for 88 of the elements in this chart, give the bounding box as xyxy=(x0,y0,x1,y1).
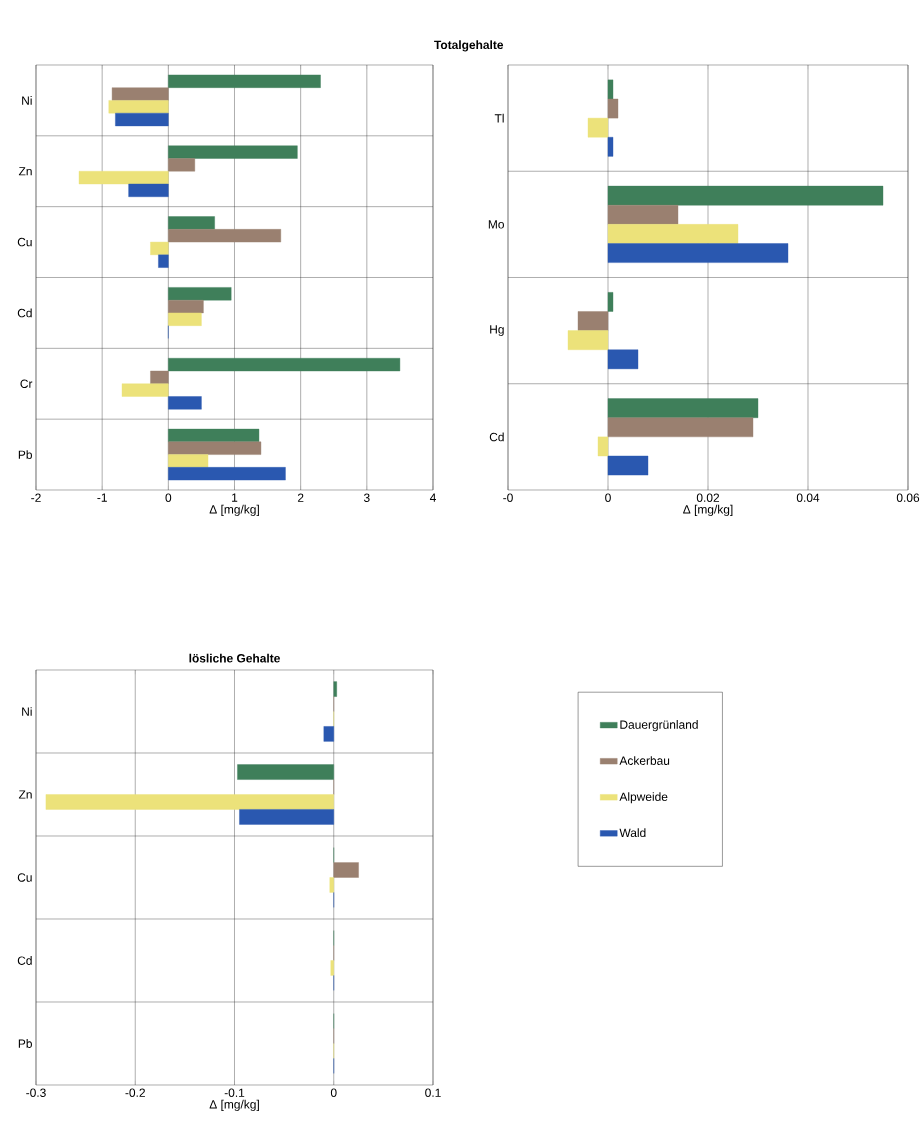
bar xyxy=(168,428,260,443)
bar xyxy=(158,254,169,268)
x-tick-label: -0.3 xyxy=(26,1088,46,1097)
y-tick-label: Cu xyxy=(17,873,32,882)
bar xyxy=(115,112,169,127)
x-tick-label: 3 xyxy=(363,493,370,502)
x-tick-label: 0 xyxy=(330,1088,337,1097)
y-tick-label: Hg xyxy=(490,325,504,336)
bar xyxy=(333,681,337,697)
bar xyxy=(168,287,232,301)
bar xyxy=(607,243,789,263)
text: Totalgehalte xyxy=(434,40,504,52)
legend-label: Dauergrünland xyxy=(620,720,698,732)
bar xyxy=(333,862,359,878)
bar xyxy=(237,764,334,780)
x-tick-label: -2 xyxy=(31,493,41,502)
x-tick-label: 1 xyxy=(232,493,238,502)
bar xyxy=(108,100,169,114)
bar xyxy=(168,229,282,243)
bar xyxy=(168,158,196,172)
bar xyxy=(607,224,739,244)
bar xyxy=(168,145,298,159)
x-axis-title: Δ [mg/kg] xyxy=(209,504,259,516)
y-tick-label: Cd xyxy=(17,308,32,318)
x-tick-label: 0.06 xyxy=(896,493,920,502)
bar xyxy=(607,79,614,100)
x-tick-label: 0 xyxy=(605,493,611,502)
x-tick-label: 0.02 xyxy=(696,493,720,502)
x-tick-label: 2 xyxy=(297,493,304,502)
bar xyxy=(150,241,169,256)
bar xyxy=(607,98,619,119)
bar xyxy=(567,330,609,350)
bar xyxy=(597,436,609,457)
chart-title: lösliche Gehalte xyxy=(189,653,280,663)
y-tick-label: Cd xyxy=(17,956,32,965)
y-tick-label: Mo xyxy=(488,220,505,229)
legend-label: Ackerbau xyxy=(619,756,670,765)
bar xyxy=(330,960,334,976)
x-tick-label: 0.04 xyxy=(796,493,820,502)
bar xyxy=(607,349,639,370)
bar xyxy=(607,185,884,206)
bar xyxy=(607,292,614,312)
bar xyxy=(577,311,609,331)
bar xyxy=(329,877,334,893)
bar xyxy=(111,87,169,101)
bar xyxy=(128,183,169,197)
bar xyxy=(168,216,215,230)
bar xyxy=(607,205,679,225)
x-tick-label: -0 xyxy=(503,493,513,502)
bar xyxy=(239,809,334,825)
bar xyxy=(168,358,401,372)
bar xyxy=(587,117,609,138)
bar xyxy=(78,171,169,185)
legend-label: Wald xyxy=(619,828,646,838)
bar xyxy=(168,441,262,455)
x-tick-label: -0.1 xyxy=(224,1088,245,1097)
y-tick-label: Zn xyxy=(18,167,32,176)
bar xyxy=(168,74,321,88)
y-tick-label: Ni xyxy=(22,707,32,716)
bar xyxy=(121,383,169,397)
bar xyxy=(168,396,202,410)
y-tick-label: Tl xyxy=(494,113,504,123)
bar xyxy=(168,467,286,481)
y-tick-label: Zn xyxy=(18,790,32,799)
x-tick-label: -1 xyxy=(97,493,107,502)
y-tick-label: Pb xyxy=(18,450,32,459)
bar xyxy=(168,299,204,314)
x-axis-title: Δ [mg/kg] xyxy=(683,504,733,516)
y-tick-label: Ni xyxy=(22,96,32,105)
bar xyxy=(168,312,202,326)
bar xyxy=(607,398,759,418)
x-tick-label: 0 xyxy=(165,493,172,502)
bar xyxy=(607,455,649,476)
x-tick-label: -0.2 xyxy=(125,1088,145,1097)
bar xyxy=(323,726,334,742)
bar xyxy=(607,137,614,157)
bar xyxy=(168,454,209,468)
y-tick-label: Cd xyxy=(489,432,504,442)
bar xyxy=(607,417,754,438)
x-tick-label: 4 xyxy=(429,493,436,502)
legend-label: Alpweide xyxy=(619,792,668,804)
bar xyxy=(45,794,334,810)
y-tick-label: Cr xyxy=(20,379,33,388)
bar xyxy=(150,370,169,384)
y-tick-label: Pb xyxy=(18,1039,32,1048)
x-tick-label: 0.1 xyxy=(425,1088,441,1097)
y-tick-label: Cu xyxy=(17,237,32,247)
x-axis-title: Δ [mg/kg] xyxy=(209,1099,259,1111)
